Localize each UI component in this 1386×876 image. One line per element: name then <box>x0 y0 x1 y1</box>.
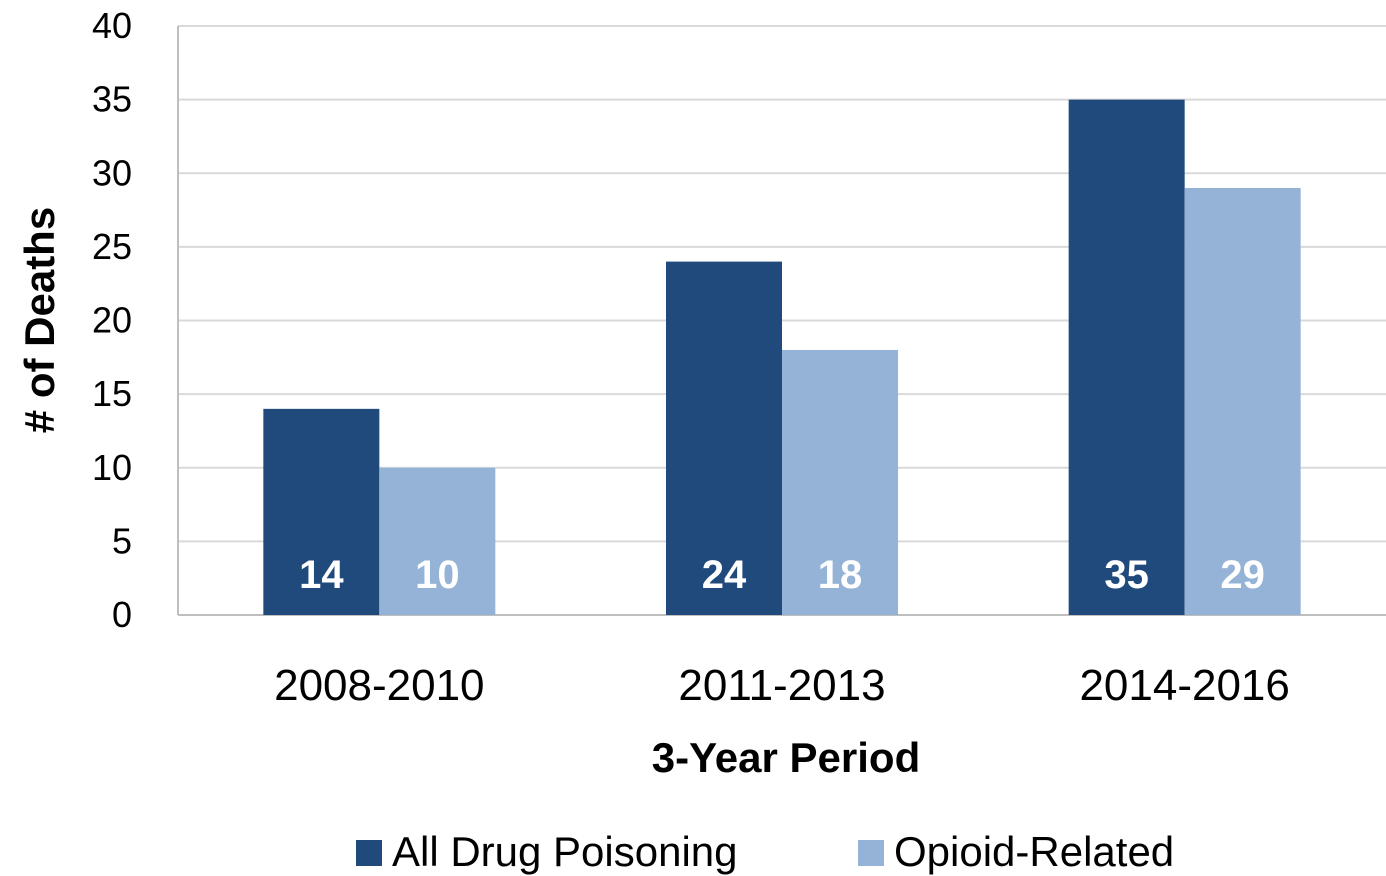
legend: All Drug Poisoning Opioid-Related <box>356 828 1174 875</box>
x-axis-title: 3-Year Period <box>652 734 920 781</box>
data-label-opioid-related-2011-2013: 18 <box>818 553 863 597</box>
y-axis-title: # of Deaths <box>16 207 63 433</box>
bar-opioid-related-2008-2010 <box>379 467 496 615</box>
data-label-opioid-related-2008-2010: 10 <box>415 553 460 597</box>
bar-all-drug-poisoning-2011-2013 <box>666 261 782 615</box>
y-tick-label-35: 35 <box>92 79 132 120</box>
legend-swatch-opioid-related <box>858 840 884 866</box>
x-tick-label-2014-2016: 2014-2016 <box>1079 661 1289 710</box>
y-tick-label-10: 10 <box>92 447 132 488</box>
bars <box>263 99 1301 615</box>
tick-labels: 0 5 10 15 20 25 30 35 40 2008-2010 2011-2013 2014-2… <box>92 5 1290 710</box>
y-tick-label-40: 40 <box>92 5 132 46</box>
bar-all-drug-poisoning-2008-2010 <box>263 408 380 615</box>
bar-all-drug-poisoning-2014-2016 <box>1068 99 1185 615</box>
y-tick-label-20: 20 <box>92 300 132 341</box>
x-tick-label-2011-2013: 2011-2013 <box>678 661 885 710</box>
x-tick-label-2008-2010: 2008-2010 <box>274 661 484 710</box>
legend-swatch-all-drug-poisoning <box>356 840 382 866</box>
y-tick-label-30: 30 <box>92 152 132 193</box>
bar-opioid-related-2011-2013 <box>782 349 898 615</box>
data-label-all-drug-poisoning-2011-2013: 24 <box>702 553 747 597</box>
y-tick-label-15: 15 <box>92 373 132 414</box>
bar-opioid-related-2014-2016 <box>1184 187 1301 615</box>
data-label-opioid-related-2014-2016: 29 <box>1220 553 1265 597</box>
legend-label-opioid-related: Opioid-Related <box>894 828 1174 875</box>
data-labels: 14 10 24 18 35 29 <box>299 553 1265 597</box>
data-label-all-drug-poisoning-2008-2010: 14 <box>299 553 344 597</box>
y-tick-label-25: 25 <box>92 226 132 267</box>
legend-label-all-drug-poisoning: All Drug Poisoning <box>392 828 738 875</box>
y-tick-label-0: 0 <box>112 594 132 635</box>
y-tick-label-5: 5 <box>112 520 132 561</box>
data-label-all-drug-poisoning-2014-2016: 35 <box>1104 553 1149 597</box>
